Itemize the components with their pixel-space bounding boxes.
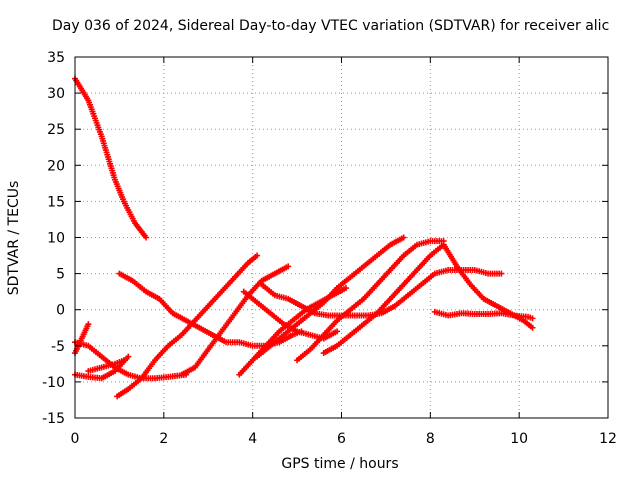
data-point-marker [85, 321, 92, 328]
axis-ticks: -15 -10 -5 0 5 10 15 20 25 30 35 0 2 4 6 8 10 12 [42, 50, 617, 447]
y-tick-label: 35 [47, 50, 65, 66]
data-point-marker [125, 353, 132, 360]
series-arc-1 [72, 75, 150, 241]
series-arc-6 [114, 252, 261, 400]
series-arc-5 [85, 357, 127, 375]
data-series [72, 75, 536, 400]
y-tick-label: 10 [47, 231, 65, 247]
x-tick-label: 2 [159, 431, 168, 447]
x-tick-label: 0 [71, 431, 80, 447]
data-point-marker [143, 234, 150, 241]
series-arc-13 [294, 238, 447, 364]
x-tick-label: 8 [426, 431, 435, 447]
x-axis-label: GPS time / hours [281, 456, 399, 472]
x-tick-label: 4 [248, 431, 257, 447]
series-arc-10 [240, 288, 341, 342]
data-point-marker [334, 328, 341, 335]
y-tick-label: 5 [56, 267, 65, 283]
chart-title: Day 036 of 2024, Sidereal Day-to-day VTE… [52, 18, 610, 34]
x-tick-label: 10 [510, 431, 528, 447]
data-point-marker [254, 252, 261, 259]
series-arc-14 [320, 241, 447, 357]
data-point-marker [498, 270, 505, 277]
data-point-marker [342, 285, 349, 292]
y-tick-label: 30 [47, 86, 65, 102]
y-tick-label: 0 [56, 303, 65, 319]
y-tick-label: 25 [47, 122, 65, 138]
series-arc-11 [254, 234, 407, 360]
y-tick-label: 15 [47, 194, 65, 210]
data-point-marker [400, 234, 407, 241]
x-tick-label: 6 [337, 431, 346, 447]
y-tick-label: -10 [42, 375, 65, 391]
y-tick-label: -15 [42, 411, 65, 427]
data-point-marker [285, 263, 292, 270]
y-tick-label: 20 [47, 158, 65, 174]
series-arc-8 [178, 263, 292, 378]
data-point-marker [529, 324, 536, 331]
series-arc-15 [440, 241, 536, 331]
series-arc-16 [431, 308, 536, 322]
data-point-marker [529, 315, 536, 322]
x-tick-label: 12 [599, 431, 617, 447]
y-tick-label: -5 [51, 339, 65, 355]
data-point-marker [120, 357, 127, 364]
